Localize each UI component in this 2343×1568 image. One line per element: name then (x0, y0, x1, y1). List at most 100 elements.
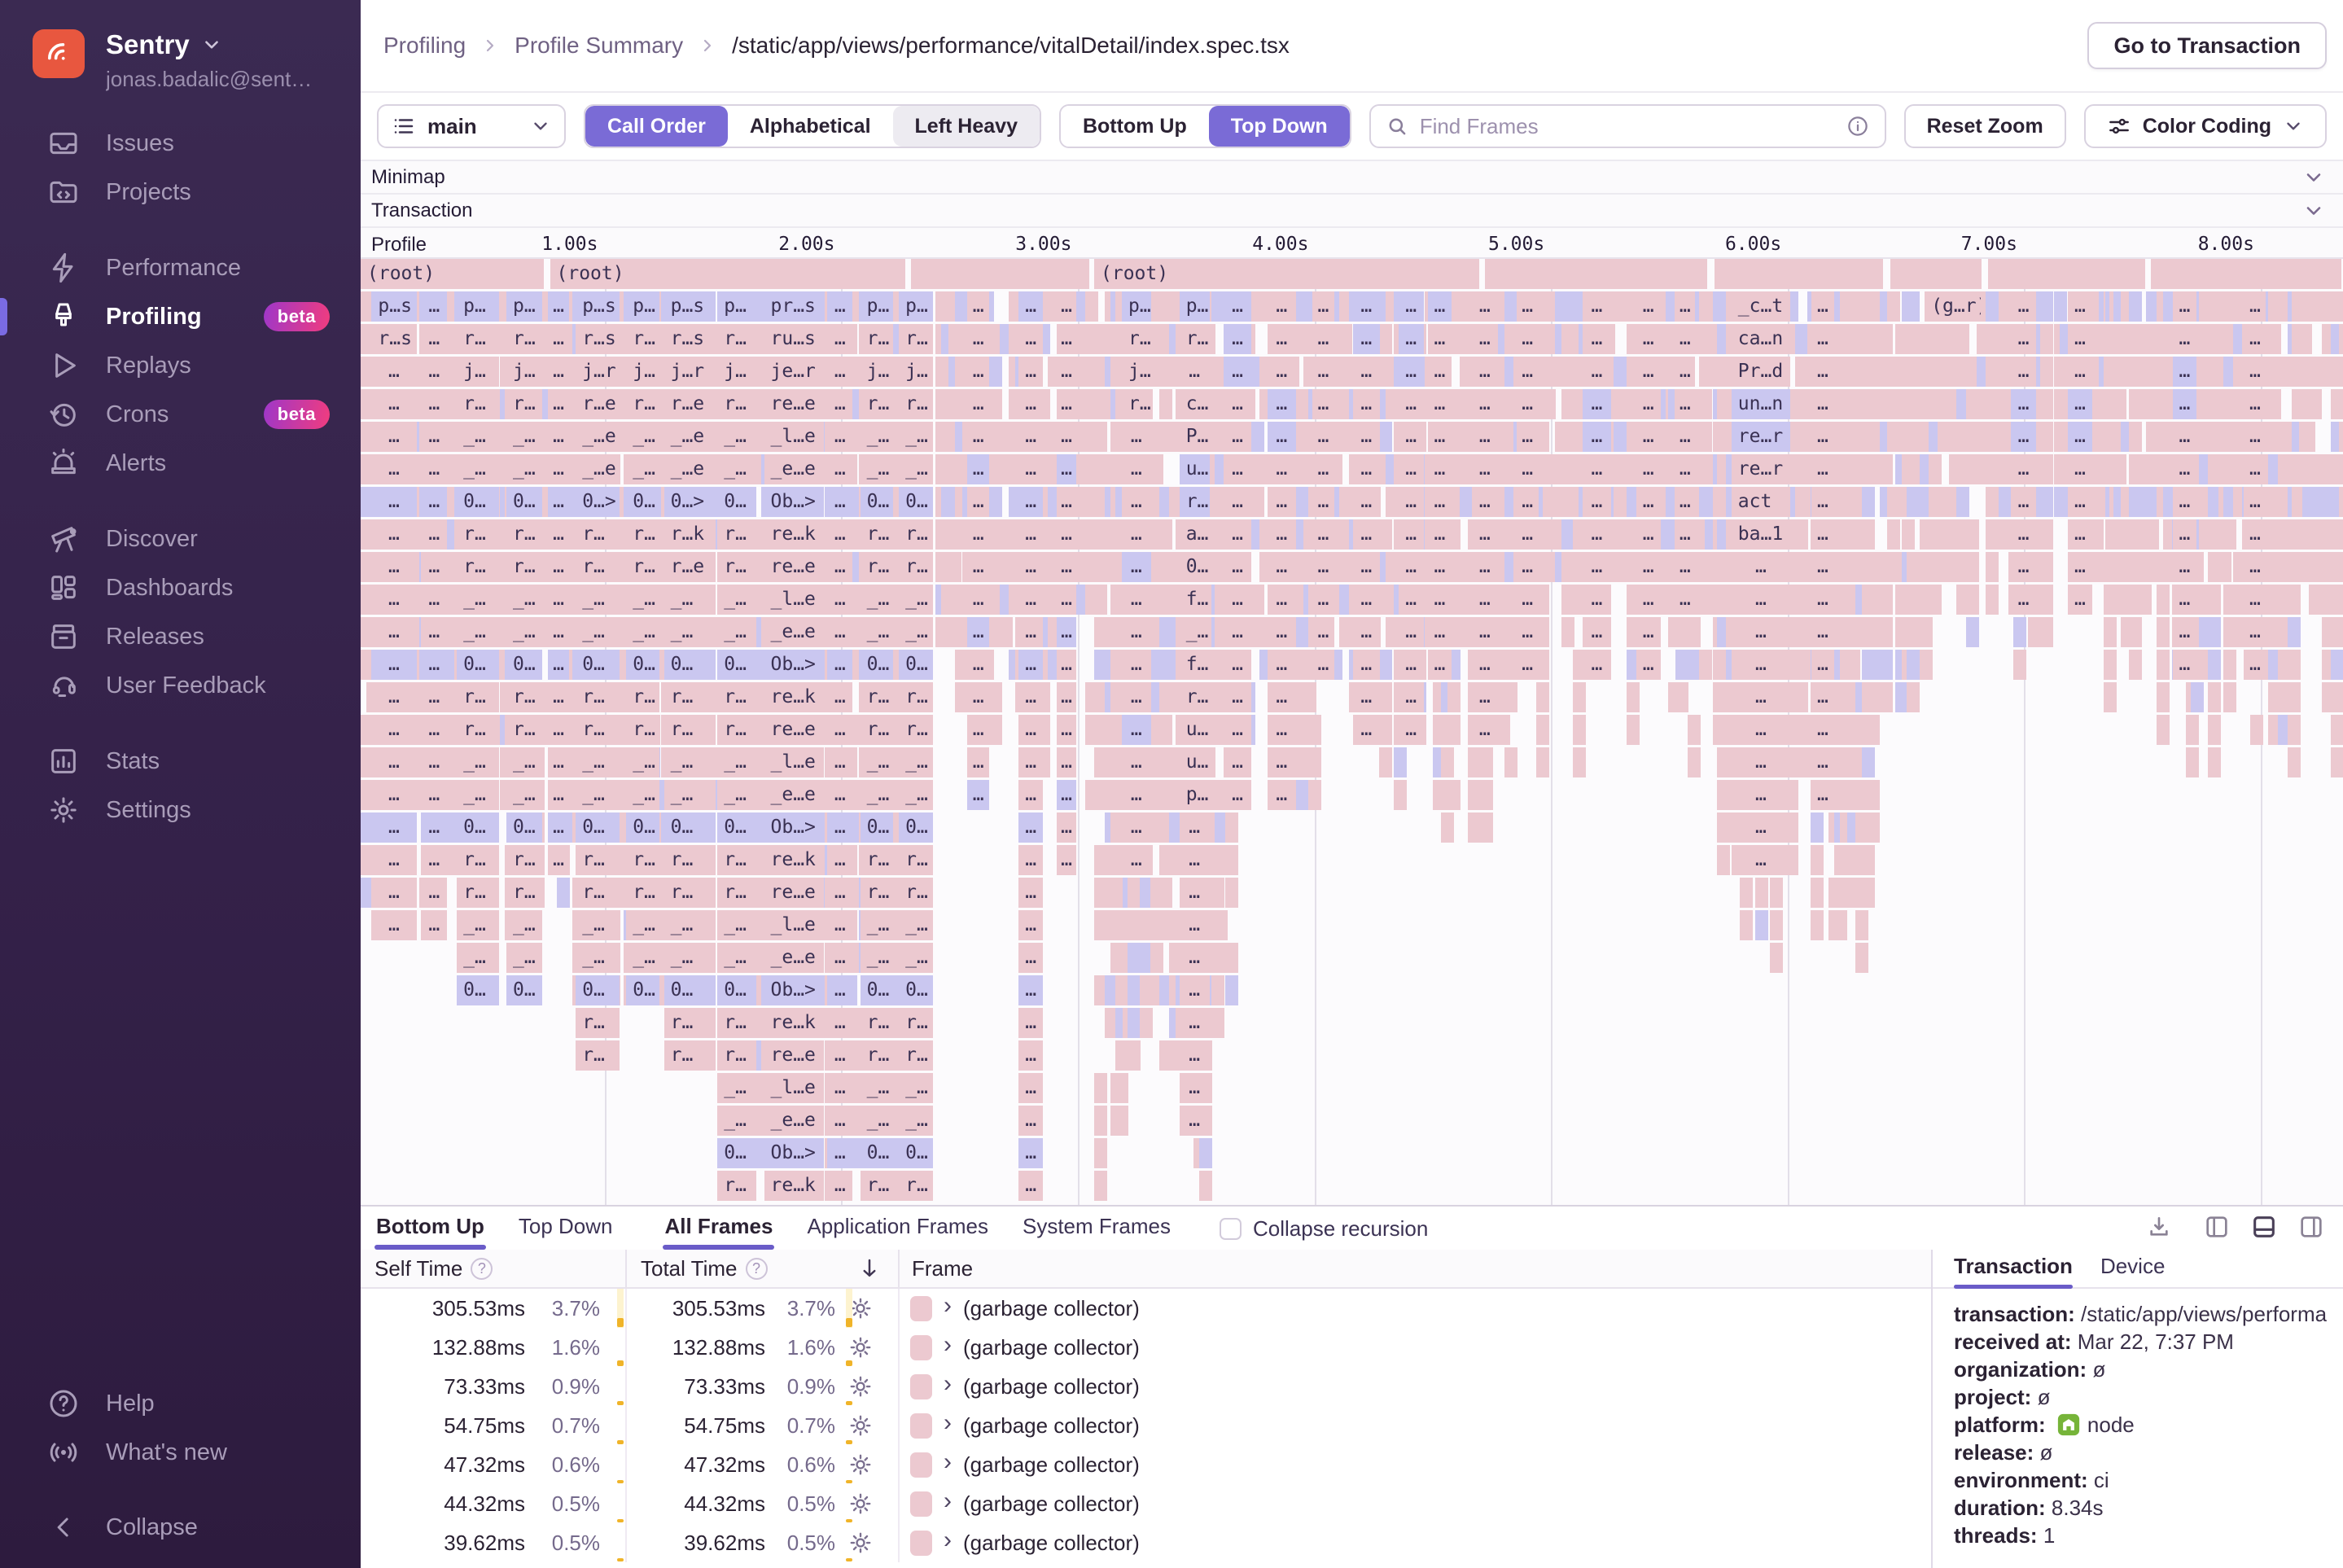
flame-frame[interactable] (1225, 878, 1239, 908)
flame-frame[interactable] (1907, 454, 1920, 484)
flame-frame[interactable] (2040, 357, 2054, 387)
flame-frame[interactable]: j…r (576, 357, 620, 387)
flame-frame[interactable] (1929, 585, 1942, 615)
flame-frame[interactable]: … (1471, 487, 1498, 517)
expand-chevron-icon[interactable]: › (944, 1448, 952, 1475)
flame-frame[interactable]: … (1122, 845, 1151, 875)
flame-frame[interactable]: … (2244, 650, 2266, 680)
flame-frame[interactable] (1447, 780, 1461, 810)
flame-frame[interactable]: … (1471, 682, 1498, 712)
flame-frame[interactable] (1094, 585, 1107, 615)
flame-frame[interactable]: … (1268, 585, 1296, 615)
flame-frame[interactable] (2113, 389, 2126, 419)
flame-frame[interactable]: 0… (860, 487, 894, 517)
flame-frame[interactable]: 0… (1179, 552, 1210, 582)
flame-frame[interactable]: … (1268, 324, 1296, 354)
frame-settings-button[interactable] (835, 1335, 886, 1360)
flame-frame[interactable] (1572, 715, 1586, 745)
flame-frame[interactable]: _… (860, 780, 894, 810)
flame-frame[interactable] (1866, 454, 1880, 484)
flame-frame[interactable] (1295, 422, 1309, 452)
flame-frame[interactable]: … (1811, 519, 1834, 550)
flame-frame[interactable]: … (1268, 650, 1296, 680)
flame-frame[interactable] (1115, 1106, 1129, 1136)
flame-frame[interactable]: … (421, 291, 448, 322)
flame-frame[interactable]: … (1018, 747, 1044, 777)
flame-frame[interactable]: … (1516, 291, 1539, 322)
flame-frame[interactable]: 0… (576, 812, 620, 843)
flame-frame[interactable]: … (2011, 422, 2036, 452)
flame-frame[interactable]: 0… (717, 812, 757, 843)
flame-frame[interactable] (2040, 324, 2054, 354)
flame-frame[interactable]: r… (717, 878, 757, 908)
flame-frame[interactable]: r… (717, 682, 757, 712)
flame-frame[interactable]: _… (717, 1106, 757, 1136)
flame-frame[interactable]: r… (576, 682, 620, 712)
flame-frame[interactable]: … (1224, 519, 1251, 550)
flame-frame[interactable]: … (1811, 389, 1834, 419)
flame-frame[interactable]: … (548, 487, 570, 517)
flame-frame[interactable] (2150, 259, 2341, 289)
flame-frame[interactable] (2040, 422, 2054, 452)
flame-frame[interactable] (2040, 519, 2054, 550)
flame-frame[interactable]: … (1352, 291, 1380, 322)
flame-frame[interactable]: … (1224, 357, 1251, 387)
flame-frame[interactable] (1613, 291, 1627, 322)
flame-frame[interactable] (1159, 715, 1173, 745)
flame-frame[interactable]: … (1352, 682, 1380, 712)
flame-frame[interactable]: 0… (626, 812, 659, 843)
flame-frame[interactable]: … (1471, 422, 1498, 452)
flame-frame[interactable] (999, 617, 1013, 647)
flame-frame[interactable] (1295, 715, 1309, 745)
flame-frame[interactable] (988, 454, 1002, 484)
flame-frame[interactable]: … (421, 715, 448, 745)
flame-frame[interactable]: r…e (663, 552, 716, 582)
flame-frame[interactable] (2054, 291, 2068, 322)
flame-frame[interactable]: 0… (506, 975, 543, 1005)
flame-frame[interactable]: re…k (764, 1171, 824, 1201)
flame-frame[interactable]: … (1122, 519, 1151, 550)
flame-frame[interactable] (1986, 552, 1999, 582)
flame-frame[interactable]: un…n (1731, 389, 1791, 419)
flame-frame[interactable]: r… (457, 324, 499, 354)
flame-frame[interactable] (1794, 715, 1808, 745)
flame-frame[interactable]: … (1352, 519, 1380, 550)
flame-frame[interactable]: … (2244, 585, 2266, 615)
flame-frame[interactable]: … (1636, 519, 1661, 550)
flame-frame[interactable]: r… (506, 552, 543, 582)
flame-frame[interactable]: … (421, 682, 448, 712)
flame-frame[interactable] (2128, 650, 2142, 680)
flame-frame[interactable] (1794, 585, 1808, 615)
flame-frame[interactable]: … (2011, 291, 2036, 322)
org-name[interactable]: Sentry (106, 29, 312, 60)
flame-frame[interactable]: … (1224, 324, 1251, 354)
flame-frame[interactable]: … (1428, 357, 1452, 387)
flame-frame[interactable]: r… (899, 878, 933, 908)
flame-frame[interactable]: … (421, 812, 448, 843)
flame-frame[interactable] (988, 715, 1002, 745)
flame-frame[interactable]: … (421, 585, 448, 615)
flame-frame[interactable]: r… (663, 1040, 716, 1071)
flame-frame[interactable] (1887, 519, 1900, 550)
flame-frame[interactable]: … (1018, 845, 1044, 875)
flame-frame[interactable]: … (1268, 682, 1296, 712)
flame-frame[interactable]: r… (457, 389, 499, 419)
flame-frame[interactable]: _l…e (764, 747, 824, 777)
flame-frame[interactable] (1986, 487, 1999, 517)
flame-frame[interactable]: … (1583, 585, 1611, 615)
flame-frame[interactable]: 0… (626, 650, 659, 680)
flame-frame[interactable]: … (1018, 682, 1044, 712)
flame-frame[interactable]: u… (1179, 454, 1210, 484)
flame-frame[interactable]: … (1516, 585, 1539, 615)
flame-frame[interactable]: … (1018, 519, 1044, 550)
flame-frame[interactable]: … (1056, 389, 1077, 419)
flame-frame[interactable] (2309, 585, 2323, 615)
flame-frame[interactable]: … (371, 780, 417, 810)
flame-frame[interactable]: … (827, 910, 853, 940)
flame-frame[interactable]: Ob…> (764, 487, 824, 517)
flame-frame[interactable] (1379, 422, 1393, 452)
flame-frame[interactable] (1907, 617, 1920, 647)
flame-frame[interactable]: … (1224, 585, 1251, 615)
flame-frame[interactable]: … (2244, 422, 2266, 452)
flame-frame[interactable]: r… (457, 519, 499, 550)
